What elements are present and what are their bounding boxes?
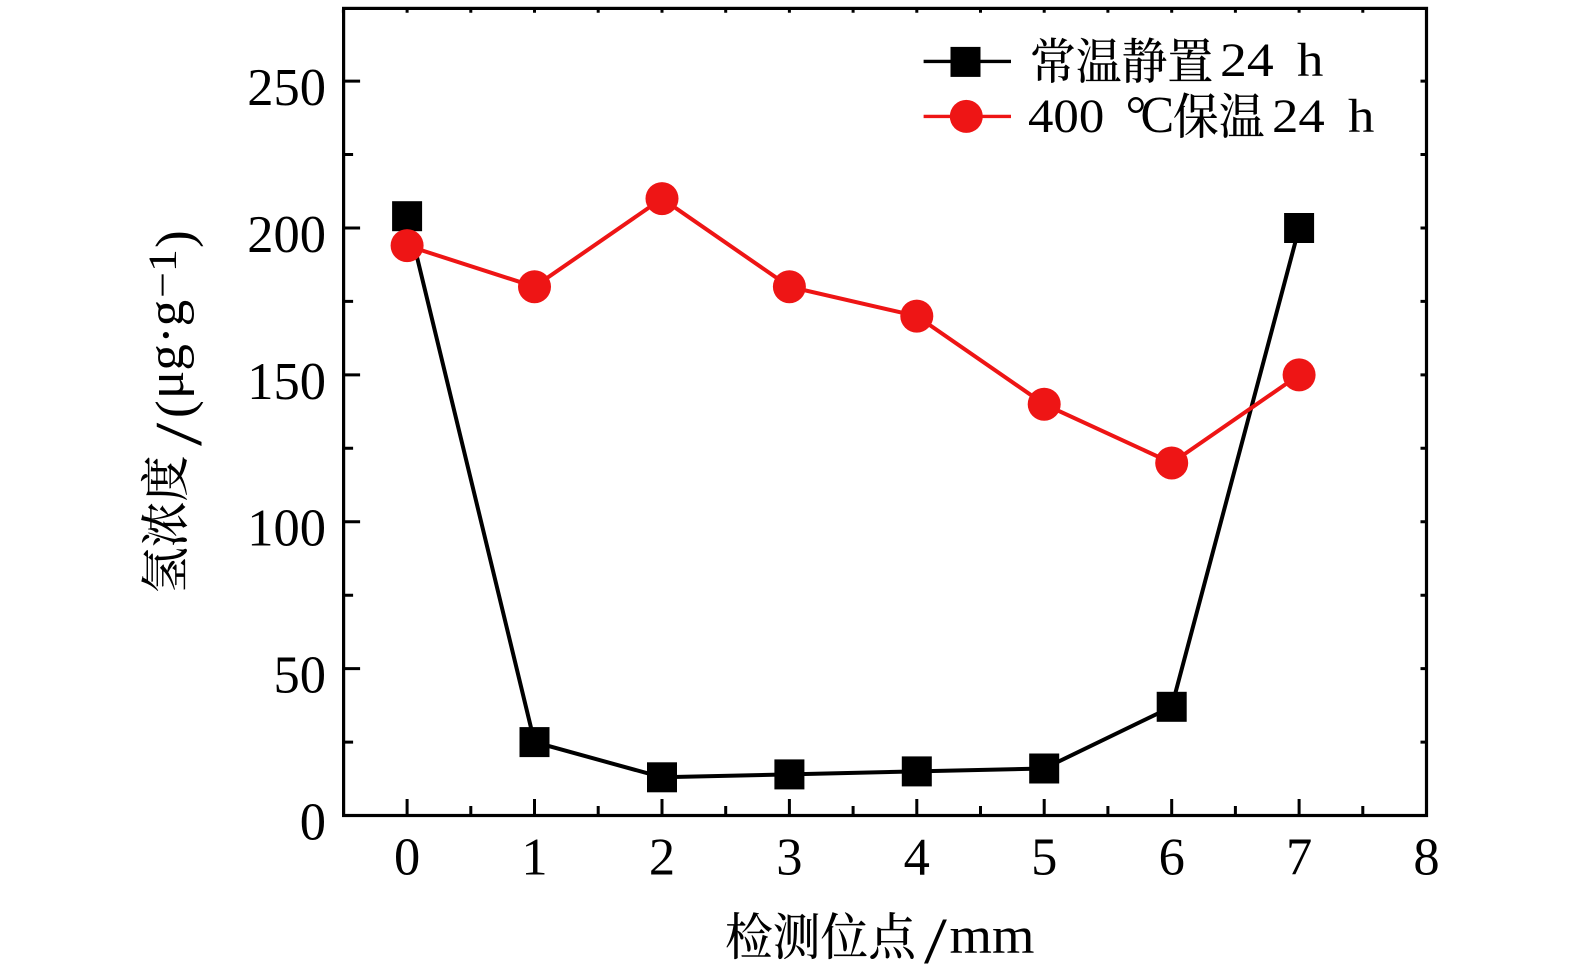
svg-text:250: 250 — [247, 59, 326, 117]
svg-text:(: ( — [146, 400, 204, 418]
svg-text:4: 4 — [904, 829, 930, 887]
svg-text:5: 5 — [1031, 829, 1057, 887]
svg-text:0: 0 — [394, 829, 420, 887]
svg-text:24: 24 — [1272, 89, 1325, 142]
svg-text:200: 200 — [247, 206, 326, 264]
svg-text:0: 0 — [300, 794, 326, 852]
svg-text:400: 400 — [1028, 89, 1104, 142]
svg-text:−1: −1 — [142, 249, 186, 298]
svg-text:C: C — [1141, 86, 1175, 144]
svg-text:6: 6 — [1159, 829, 1185, 887]
svg-text:°: ° — [1126, 87, 1147, 144]
svg-text:1: 1 — [521, 829, 547, 887]
svg-text:50: 50 — [274, 647, 327, 705]
svg-text:24: 24 — [1220, 35, 1274, 88]
svg-text:mm: mm — [950, 906, 1035, 965]
svg-text:/: / — [142, 422, 216, 446]
svg-text:100: 100 — [247, 500, 326, 558]
svg-text:h: h — [1348, 89, 1374, 142]
svg-text:8: 8 — [1413, 829, 1439, 887]
svg-text:150: 150 — [247, 353, 326, 411]
svg-text:μg·g: μg·g — [137, 300, 194, 399]
svg-text:h: h — [1297, 33, 1323, 86]
svg-text:/: / — [924, 905, 947, 974]
svg-text:): ) — [146, 230, 204, 248]
svg-text:3: 3 — [776, 829, 802, 887]
svg-text:2: 2 — [649, 829, 675, 887]
svg-text:7: 7 — [1286, 829, 1312, 887]
